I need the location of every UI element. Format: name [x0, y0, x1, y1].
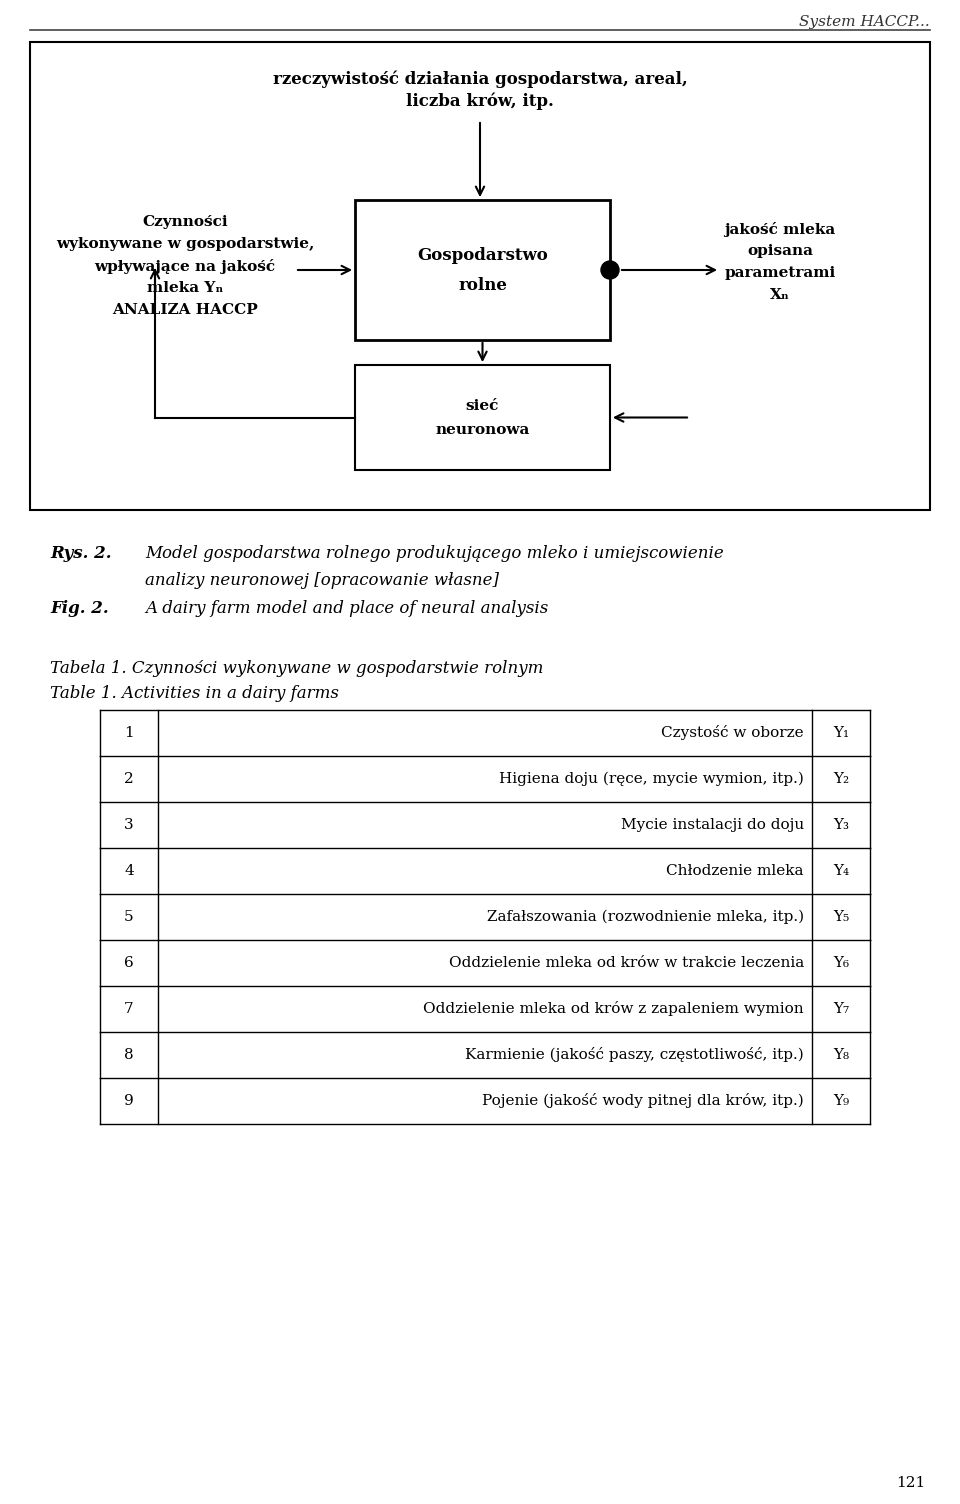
Text: Y₈: Y₈ [833, 1048, 849, 1062]
Text: 4: 4 [124, 863, 133, 878]
Text: parametrami: parametrami [725, 266, 835, 280]
Text: Y₁: Y₁ [833, 726, 849, 740]
Text: Czystość w oborze: Czystość w oborze [661, 725, 804, 740]
Bar [355, 365, 610, 469]
Text: Oddzielenie mleka od krów z zapaleniem wymion: Oddzielenie mleka od krów z zapaleniem w… [423, 1002, 804, 1017]
Text: 8: 8 [124, 1048, 133, 1062]
Text: Mycie instalacji do doju: Mycie instalacji do doju [621, 818, 804, 832]
Text: 9: 9 [124, 1093, 133, 1108]
Text: 2: 2 [124, 772, 133, 787]
Text: Y₅: Y₅ [833, 910, 850, 923]
Text: A dairy farm model and place of neural analysis: A dairy farm model and place of neural a… [145, 600, 548, 617]
Text: Y₂: Y₂ [833, 772, 849, 787]
Text: 3: 3 [124, 818, 133, 832]
Text: liczba krów, itp.: liczba krów, itp. [406, 93, 554, 110]
Text: Fig. 2.: Fig. 2. [50, 600, 108, 617]
Bar [30, 42, 930, 510]
Text: wpływające na jakość: wpływające na jakość [94, 259, 276, 274]
Text: Y₉: Y₉ [833, 1093, 849, 1108]
Text: opisana: opisana [747, 244, 813, 259]
Text: Y₃: Y₃ [833, 818, 849, 832]
Text: Tabela 1. Czynności wykonywane w gospodarstwie rolnym: Tabela 1. Czynności wykonywane w gospoda… [50, 660, 543, 677]
Text: rolne: rolne [458, 277, 507, 293]
Text: Model gospodarstwa rolnego produkującego mleko i umiejscowienie: Model gospodarstwa rolnego produkującego… [145, 544, 724, 562]
Text: wykonywane w gospodarstwie,: wykonywane w gospodarstwie, [56, 238, 314, 251]
Text: Chłodzenie mleka: Chłodzenie mleka [666, 863, 804, 878]
Bar [355, 200, 610, 340]
Text: Y₇: Y₇ [833, 1002, 849, 1017]
Text: analizy neuronowej [opracowanie własne]: analizy neuronowej [opracowanie własne] [145, 572, 499, 590]
Text: System HACCP...: System HACCP... [800, 15, 930, 29]
Text: 121: 121 [896, 1475, 925, 1490]
Text: rzeczywistość działania gospodarstwa, areal,: rzeczywistość działania gospodarstwa, ar… [273, 71, 687, 87]
Text: jakość mleka: jakość mleka [725, 223, 835, 238]
Text: 1: 1 [124, 726, 133, 740]
Text: ANALIZA HACCP: ANALIZA HACCP [112, 302, 258, 317]
Text: Zafałszowania (rozwodnienie mleka, itp.): Zafałszowania (rozwodnienie mleka, itp.) [487, 910, 804, 923]
Text: Rys. 2.: Rys. 2. [50, 544, 111, 562]
Text: Oddzielenie mleka od krów w trakcie leczenia: Oddzielenie mleka od krów w trakcie lecz… [448, 957, 804, 970]
Text: Czynności: Czynności [142, 215, 228, 229]
Text: Higiena doju (ręce, mycie wymion, itp.): Higiena doju (ręce, mycie wymion, itp.) [499, 772, 804, 787]
Text: Gospodarstwo: Gospodarstwo [418, 247, 548, 263]
Text: Table 1. Activities in a dairy farms: Table 1. Activities in a dairy farms [50, 684, 339, 702]
Text: sieć: sieć [466, 399, 499, 412]
Text: Pojenie (jakość wody pitnej dla krów, itp.): Pojenie (jakość wody pitnej dla krów, it… [482, 1093, 804, 1108]
Text: Y₄: Y₄ [833, 863, 849, 878]
Text: neuronowa: neuronowa [435, 423, 530, 436]
Text: 7: 7 [124, 1002, 133, 1017]
Text: 6: 6 [124, 957, 133, 970]
Circle shape [601, 262, 619, 280]
Text: mleka Yₙ: mleka Yₙ [147, 281, 223, 295]
Text: Y₆: Y₆ [833, 957, 849, 970]
Text: 5: 5 [124, 910, 133, 923]
Text: Karmienie (jakość paszy, częstotliwość, itp.): Karmienie (jakość paszy, częstotliwość, … [466, 1047, 804, 1062]
Text: Xₙ: Xₙ [770, 287, 790, 302]
